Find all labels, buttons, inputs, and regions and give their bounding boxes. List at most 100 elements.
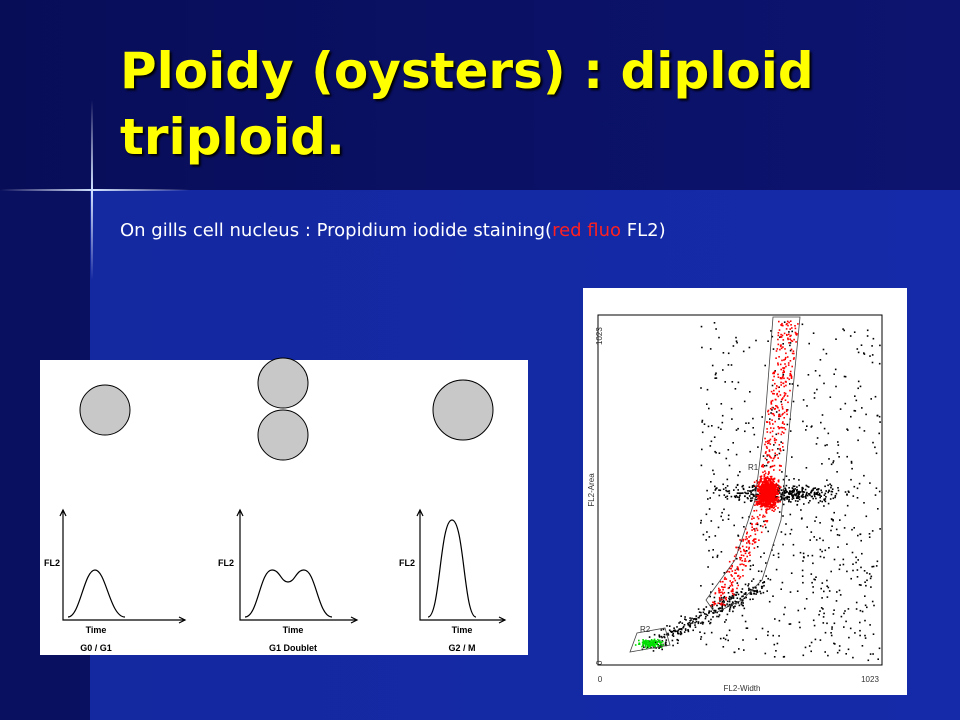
scatter-dot — [767, 634, 769, 637]
scatter-dot — [734, 569, 737, 572]
scatter-dot — [770, 412, 772, 414]
scatter-dot — [855, 601, 858, 604]
scatter-dot — [716, 554, 719, 557]
scatter-dot — [797, 609, 800, 612]
scatter-dot — [780, 384, 782, 386]
scatter-dot — [780, 347, 783, 350]
scatter-dot — [798, 491, 801, 493]
scatter-dot — [764, 472, 767, 475]
scatter-dot — [806, 526, 808, 528]
scatter-dot — [818, 374, 821, 377]
scatter-dot — [772, 595, 774, 597]
scatter-dot — [728, 600, 731, 603]
scatter-dot — [842, 328, 844, 330]
scatter-dot — [771, 384, 774, 387]
scatter-dot — [809, 500, 811, 502]
scatter-dot — [656, 641, 658, 643]
scatter-dot — [819, 639, 822, 641]
scatter-dot — [764, 364, 766, 367]
scatter-dot — [824, 444, 826, 447]
scatter-dot — [871, 565, 873, 568]
scatter-dot — [769, 578, 772, 581]
scatter-dot — [815, 576, 817, 578]
scatter-dot — [683, 631, 686, 633]
scatter-dot — [790, 501, 792, 503]
scatter-dot — [783, 427, 785, 429]
scatter-dot — [878, 490, 881, 493]
scatter-dot — [781, 581, 784, 584]
scatter-dot — [662, 628, 665, 631]
scatter-dot — [742, 554, 745, 557]
scatter-dot — [782, 515, 784, 517]
scatter-dot — [785, 523, 787, 525]
scatter-dot — [805, 598, 808, 600]
scatter-dot — [772, 544, 775, 546]
scatter-dot — [871, 530, 874, 532]
scatter-dot — [751, 518, 753, 520]
scatter-dot — [767, 413, 770, 415]
scatter-dot — [766, 454, 768, 456]
scatter-dot — [778, 511, 781, 513]
scatter-dot — [737, 574, 740, 577]
scatter-dot — [877, 508, 879, 510]
scatter-dot — [836, 471, 838, 473]
scatter-dot — [781, 497, 784, 500]
scatter-dot — [651, 644, 653, 646]
scatter-dot — [844, 402, 847, 405]
scatter-dot — [817, 494, 819, 496]
scatter-dot — [805, 497, 807, 499]
scatter-dot — [794, 325, 796, 327]
scatter-dot — [735, 601, 738, 603]
scatter-dot — [638, 639, 640, 642]
scatter-dot — [778, 490, 781, 493]
scatter-dot — [744, 552, 747, 555]
scatter-dot — [727, 592, 730, 594]
scatter-dot — [792, 543, 795, 546]
scatter-dot — [771, 506, 773, 508]
scatter-dot — [768, 442, 770, 444]
scatter-dot — [765, 499, 767, 501]
scatter-dot — [758, 492, 761, 494]
scatter-dot — [779, 500, 781, 503]
scatter-dot — [722, 599, 725, 602]
scatter-dot — [846, 455, 848, 458]
scatter-dot — [773, 389, 775, 392]
scatter-dot — [793, 357, 795, 359]
scatter-dot — [757, 570, 760, 572]
scatter-dot — [732, 345, 735, 347]
scatter-dot — [763, 478, 766, 481]
scatter-dot — [769, 501, 772, 504]
scatter-dot — [726, 570, 729, 573]
scatter-dot — [712, 469, 714, 472]
scatter-dot — [856, 348, 859, 350]
scatter-dot — [774, 508, 776, 511]
scatter-dot — [754, 504, 756, 506]
scatter-dot — [781, 471, 783, 473]
scatter-dot — [780, 495, 782, 498]
scatter-dot — [778, 464, 781, 467]
scatter-dot — [759, 514, 761, 516]
scatter-dot — [716, 611, 718, 614]
scatter-dot — [736, 591, 739, 594]
scatter-dot — [703, 613, 706, 615]
scatter-dot — [699, 631, 701, 633]
scatter-dot — [676, 638, 678, 641]
scatter-dot — [824, 549, 827, 552]
scatter-dot — [777, 496, 780, 499]
scatter-dot — [697, 608, 700, 610]
scatter-dot — [870, 586, 872, 588]
scatter-dot — [768, 454, 770, 456]
scatter-dot — [830, 518, 833, 520]
scatter-dot — [810, 650, 812, 653]
scatter-dot — [826, 622, 828, 625]
scatter-dot — [780, 531, 783, 533]
scatter-dot — [757, 517, 760, 520]
scatter-dot — [804, 495, 807, 498]
scatter-dot — [864, 637, 867, 639]
scatter-dot — [769, 478, 772, 480]
scatter-dot — [868, 533, 871, 535]
scatter-dot — [746, 497, 749, 499]
scatter-dot — [816, 488, 819, 490]
scatter-dot — [807, 493, 810, 495]
scatter-dot — [789, 349, 792, 352]
